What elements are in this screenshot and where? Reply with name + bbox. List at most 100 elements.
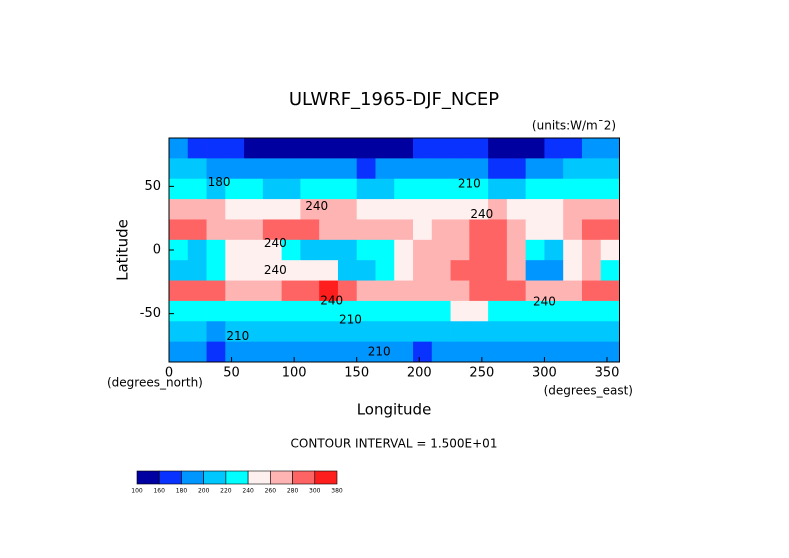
- field-cell: [262, 341, 283, 363]
- field-cell: [169, 321, 189, 343]
- field-cell: [169, 178, 189, 200]
- colorbar-box: [225, 470, 249, 485]
- field-cell: [506, 199, 527, 220]
- field-cell: [375, 199, 395, 220]
- field-cell: [394, 280, 414, 302]
- field-cell: [244, 178, 264, 200]
- field-cell: [563, 300, 583, 322]
- x-units-label: (degrees_east): [544, 384, 633, 398]
- field-cell: [244, 199, 264, 220]
- field-cell: [337, 239, 358, 261]
- colorbar-box: [136, 470, 160, 485]
- colorbar-box: [314, 470, 338, 485]
- x-tick-label: 50: [223, 366, 240, 381]
- field-cell: [563, 138, 583, 159]
- field-cell: [262, 239, 283, 261]
- field-cell: [206, 341, 226, 363]
- field-cell: [394, 300, 414, 322]
- field-cell: [413, 321, 433, 343]
- field-cell: [169, 300, 189, 322]
- field-cell: [394, 178, 414, 200]
- field-cell: [563, 260, 583, 281]
- field-cell: [488, 280, 508, 302]
- field-cell: [394, 199, 414, 220]
- colorbar-label: 100: [131, 488, 143, 495]
- field-cell: [375, 138, 395, 159]
- field-cell: [600, 199, 620, 220]
- field-cell: [356, 239, 376, 261]
- field-cell: [525, 260, 545, 281]
- x-tick-label: 200: [407, 366, 432, 381]
- field-cell: [600, 138, 620, 159]
- field-cell: [169, 239, 189, 261]
- field-cell: [563, 219, 583, 241]
- field-cell: [469, 341, 489, 363]
- field-cell: [469, 158, 489, 180]
- field-cell: [337, 321, 358, 343]
- field-cell: [356, 280, 376, 302]
- field-cell: [225, 138, 245, 159]
- field-cell: [244, 280, 264, 302]
- colorbar-label: 160: [153, 488, 165, 495]
- field-cell: [281, 321, 301, 343]
- field: [169, 138, 620, 363]
- field-cell: [356, 300, 376, 322]
- field-cell: [319, 158, 339, 180]
- field-cell: [262, 300, 283, 322]
- field-cell: [600, 321, 620, 343]
- field-cell: [394, 138, 414, 159]
- field-cell: [244, 138, 264, 159]
- field-cell: [187, 300, 207, 322]
- field-cell: [581, 341, 602, 363]
- field-cell: [244, 341, 264, 363]
- field-cell: [581, 239, 602, 261]
- field-cell: [413, 280, 433, 302]
- field-cell: [300, 219, 320, 241]
- field-cell: [488, 158, 508, 180]
- y-axis-label: Latitude: [114, 219, 132, 281]
- colorbar-box: [203, 470, 227, 485]
- field-cell: [375, 178, 395, 200]
- field-cell: [262, 158, 283, 180]
- field-cell: [431, 178, 451, 200]
- field-cell: [469, 300, 489, 322]
- field-cell: [206, 300, 226, 322]
- colorbar-label: 380: [331, 488, 343, 495]
- x-tick-label: 350: [595, 366, 620, 381]
- field-cell: [506, 219, 527, 241]
- field-cell: [544, 219, 564, 241]
- field-cell: [600, 341, 620, 363]
- field-cell: [581, 321, 602, 343]
- y-tick-label: -50: [140, 306, 161, 321]
- field-cell: [431, 260, 451, 281]
- field-cell: [450, 138, 470, 159]
- contour-label: 240: [320, 293, 343, 307]
- field-cell: [319, 321, 339, 343]
- y-tick-label: 0: [153, 243, 161, 258]
- colorbar-box: [292, 470, 316, 485]
- contour-label: 210: [368, 344, 391, 358]
- field-cell: [469, 239, 489, 261]
- field-cell: [581, 158, 602, 180]
- field-cell: [544, 260, 564, 281]
- field-cell: [413, 300, 433, 322]
- field-cell: [563, 280, 583, 302]
- field-cell: [394, 239, 414, 261]
- contour-label: 240: [264, 263, 287, 277]
- field-cell: [337, 341, 358, 363]
- field-cell: [225, 178, 245, 200]
- field-cell: [525, 280, 545, 302]
- colorbar-label: 260: [265, 488, 277, 495]
- field-cell: [300, 199, 320, 220]
- field-cell: [544, 300, 564, 322]
- field-cell: [206, 178, 226, 200]
- field-cell: [300, 138, 320, 159]
- field-cell: [262, 138, 283, 159]
- colorbar-label: 240: [242, 488, 254, 495]
- colorbar-box: [158, 470, 182, 485]
- field-cell: [544, 158, 564, 180]
- field-cell: [337, 199, 358, 220]
- colorbar-box: [247, 470, 271, 485]
- field-cell: [563, 199, 583, 220]
- contour-label: 240: [305, 199, 328, 213]
